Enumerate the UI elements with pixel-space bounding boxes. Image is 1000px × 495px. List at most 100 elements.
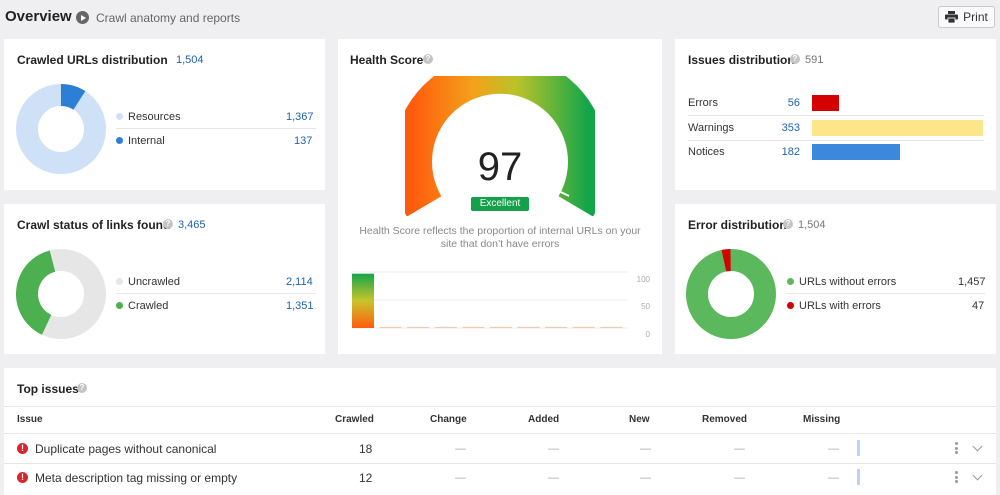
legend-label: Crawled: [128, 300, 169, 312]
added-value: —: [548, 443, 559, 455]
issue-type-count[interactable]: 182: [781, 146, 800, 158]
divider: [4, 433, 996, 434]
removed-value: —: [734, 443, 745, 455]
play-icon[interactable]: [76, 11, 89, 24]
issue-type-label: Warnings: [688, 121, 735, 134]
card-title: Top issues: [17, 382, 79, 396]
more-options-icon[interactable]: [955, 442, 958, 456]
help-icon[interactable]: ?: [77, 383, 87, 393]
error-distribution-card: Error distribution ? 1,504 URLs without …: [675, 204, 996, 354]
divider: [116, 128, 316, 129]
print-button[interactable]: Print: [938, 6, 995, 28]
legend-dot: [116, 278, 123, 285]
legend-value[interactable]: 137: [294, 135, 313, 147]
legend-value[interactable]: 2,114: [286, 276, 313, 288]
health-score-card: Health Score ? 97 Excellent Health Score…: [338, 39, 662, 354]
issues-distribution-card: Issues distribution ? 591 Errors 56 Warnin…: [675, 39, 996, 190]
error-icon: !: [17, 443, 28, 454]
crawled-urls-total[interactable]: 1,504: [176, 54, 204, 66]
crawled-count[interactable]: 12: [359, 471, 373, 485]
column-header-removed[interactable]: Removed: [702, 414, 748, 425]
health-score-value: 97: [478, 145, 523, 189]
help-icon[interactable]: ?: [790, 54, 800, 64]
crawl-status-card: Crawl status of links found ? 3,465 Uncr…: [4, 204, 325, 354]
history-bar: [490, 326, 512, 328]
history-bar: [352, 273, 374, 328]
issue-name[interactable]: Duplicate pages without canonical: [35, 442, 217, 456]
history-bar: [600, 326, 623, 328]
crawl-status-total[interactable]: 3,465: [178, 219, 206, 231]
crawled-count[interactable]: 18: [359, 442, 373, 456]
history-bar: [462, 326, 485, 328]
more-options-icon[interactable]: [955, 471, 958, 485]
divider: [787, 293, 985, 294]
axis-tick: 100: [637, 275, 651, 284]
issue-type-count[interactable]: 353: [781, 121, 800, 134]
issue-type-count[interactable]: 56: [787, 97, 800, 109]
issue-sparkline: [857, 440, 860, 456]
issue-type-bar[interactable]: [812, 119, 983, 136]
column-header-added[interactable]: Added: [528, 414, 560, 425]
column-header-change[interactable]: Change: [430, 414, 467, 425]
error-dist-total: 1,504: [798, 219, 826, 231]
health-description: Health Score reflects the proportion of …: [359, 225, 641, 250]
health-gauge: 97: [405, 76, 595, 216]
history-bar: [434, 326, 457, 328]
card-title: Crawled URLs distribution: [17, 53, 168, 67]
new-value: —: [640, 472, 651, 484]
card-title: Error distribution: [688, 218, 787, 232]
health-history-chart: 100 50 0: [352, 271, 651, 339]
column-header-missing[interactable]: Missing: [803, 414, 841, 425]
breadcrumb[interactable]: Crawl anatomy and reports: [96, 11, 241, 25]
issue-type-label: Errors: [688, 97, 718, 109]
history-bar: [407, 326, 430, 328]
added-value: —: [548, 472, 559, 484]
removed-value: —: [734, 472, 745, 484]
legend-label: URLs without errors: [799, 276, 897, 288]
column-header-crawled[interactable]: Crawled: [335, 414, 374, 425]
divider: [4, 406, 996, 407]
column-header-issue[interactable]: Issue: [17, 414, 43, 425]
crawl-status-donut[interactable]: [16, 249, 106, 339]
column-header-new[interactable]: New: [629, 414, 650, 425]
help-icon[interactable]: ?: [163, 219, 173, 229]
axis-tick: 50: [641, 302, 650, 311]
legend-value[interactable]: 1,367: [286, 111, 314, 123]
health-badge: Excellent: [471, 197, 529, 211]
issue-type-bar[interactable]: [812, 144, 900, 160]
card-title: Crawl status of links found: [17, 218, 171, 232]
axis-tick: 0: [646, 330, 651, 339]
legend-value[interactable]: 1,351: [286, 300, 314, 312]
history-bar: [545, 326, 568, 328]
legend-label: URLs with errors: [799, 300, 881, 312]
change-value: —: [455, 443, 466, 455]
issue-name[interactable]: Meta description tag missing or empty: [35, 471, 238, 485]
error-icon: !: [17, 472, 28, 483]
issues-total: 591: [805, 54, 824, 66]
error-distribution-donut[interactable]: [686, 249, 776, 339]
new-value: —: [640, 443, 651, 455]
crawled-urls-donut[interactable]: [16, 84, 106, 174]
legend-label: Internal: [128, 135, 165, 147]
divider: [688, 139, 984, 141]
divider: [688, 115, 984, 116]
legend-dot: [116, 137, 123, 144]
printer-icon: [945, 11, 959, 23]
issue-type-bar[interactable]: [812, 95, 839, 111]
legend-dot: [116, 302, 123, 309]
missing-value: —: [828, 443, 839, 455]
history-bar: [379, 326, 402, 328]
help-icon[interactable]: ?: [783, 219, 793, 229]
legend-value: 1,457: [958, 276, 986, 288]
page-title: Overview: [5, 8, 72, 25]
history-bar: [572, 326, 595, 328]
legend-value: 47: [972, 300, 985, 312]
issue-type-label: Notices: [688, 146, 725, 158]
help-icon[interactable]: ?: [423, 54, 433, 64]
crawled-urls-card: Crawled URLs distribution 1,504 Resource…: [4, 39, 325, 190]
legend-dot: [116, 113, 123, 120]
legend-dot: [787, 302, 794, 309]
legend-label: Uncrawled: [128, 276, 180, 288]
print-label: Print: [963, 10, 988, 24]
missing-value: —: [828, 472, 839, 484]
